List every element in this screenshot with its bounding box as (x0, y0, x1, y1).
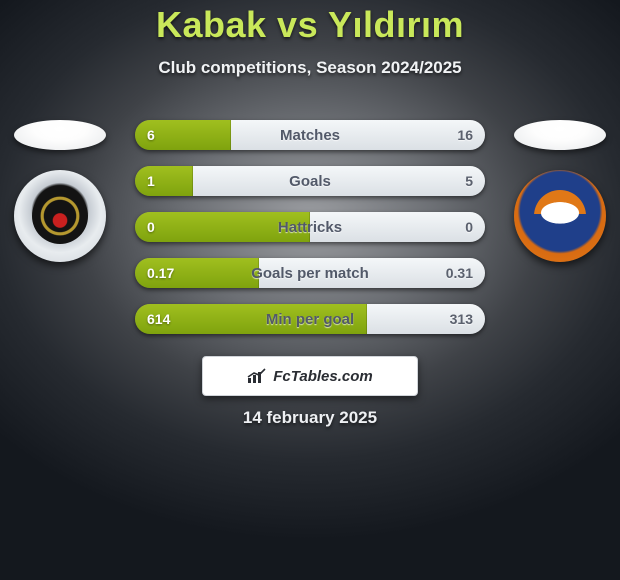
stat-bar-left-fill (135, 166, 193, 196)
subtitle: Club competitions, Season 2024/2025 (0, 58, 620, 78)
adanaspor-badge (514, 170, 606, 262)
brand-text: FcTables.com (273, 368, 372, 385)
stat-bar-right-fill (259, 258, 485, 288)
stat-bar-hattricks: 0 Hattricks 0 (135, 212, 485, 242)
stat-bar-right-fill (193, 166, 485, 196)
stat-bar-left-fill (135, 212, 310, 242)
stats-bars: 6 Matches 16 1 Goals 5 0 Hattricks 0 (135, 120, 485, 334)
brand-box[interactable]: FcTables.com (202, 356, 418, 396)
stat-bar-right-fill (367, 304, 485, 334)
player-left-pad (14, 120, 106, 150)
stat-bar-min-per-goal: 614 Min per goal 313 (135, 304, 485, 334)
stat-bar-left-fill (135, 258, 259, 288)
chart-icon (247, 368, 267, 384)
stat-bar-right-fill (310, 212, 485, 242)
date-label: 14 february 2025 (0, 408, 620, 428)
stat-bar-left-fill (135, 304, 367, 334)
stat-bar-matches: 6 Matches 16 (135, 120, 485, 150)
genclerbirligi-badge (14, 170, 106, 262)
page-title: Kabak vs Yıldırım (0, 0, 620, 46)
stat-bar-goals-per-match: 0.17 Goals per match 0.31 (135, 258, 485, 288)
stat-bar-left-fill (135, 120, 231, 150)
stat-bar-right-fill (231, 120, 485, 150)
player-right-pad (514, 120, 606, 150)
stat-bar-goals: 1 Goals 5 (135, 166, 485, 196)
